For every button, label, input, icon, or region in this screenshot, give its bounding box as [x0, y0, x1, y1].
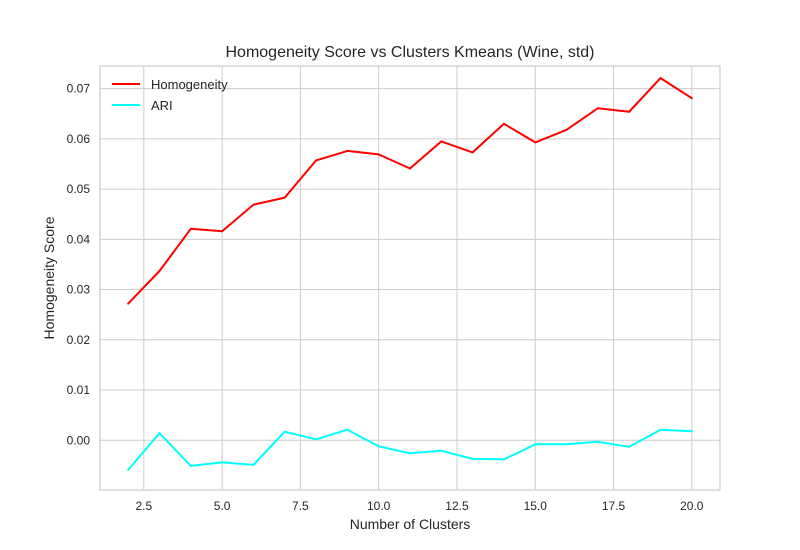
- data-point-homogeneity: [690, 97, 693, 100]
- plot-area: [99, 65, 721, 491]
- data-point-homogeneity: [127, 302, 130, 305]
- series-lines: [127, 77, 693, 471]
- data-point-homogeneity: [377, 153, 380, 156]
- data-point-ari: [502, 458, 505, 461]
- data-point-ari: [346, 428, 349, 431]
- data-point-ari: [440, 449, 443, 452]
- legend: Homogeneity ARI: [112, 77, 228, 113]
- data-point-ari: [565, 443, 568, 446]
- x-axis-label: Number of Clusters: [350, 516, 471, 532]
- x-ticks: 2.5 5.0 7.5 10.0 12.5 15.0 17.5 20.0: [135, 499, 703, 513]
- x-tick-label: 17.5: [602, 499, 626, 513]
- y-tick-label: 0.01: [67, 383, 91, 397]
- data-point-ari: [315, 438, 318, 441]
- y-ticks: 0.00 0.01 0.02 0.03 0.04 0.05 0.06 0.07: [67, 82, 91, 448]
- data-point-homogeneity: [158, 270, 161, 272]
- data-point-ari: [283, 430, 286, 433]
- data-point-homogeneity: [189, 227, 192, 230]
- data-point-ari: [628, 445, 631, 448]
- series-points-homogeneity: [127, 77, 693, 305]
- y-tick-label: 0.06: [67, 132, 91, 146]
- y-tick-label: 0.02: [67, 333, 91, 347]
- legend-label-ari: ARI: [151, 98, 173, 113]
- data-point-ari: [377, 445, 380, 448]
- data-point-ari: [252, 463, 255, 466]
- data-point-homogeneity: [659, 77, 662, 80]
- series-points-ari: [127, 428, 693, 471]
- data-point-homogeneity: [440, 140, 443, 143]
- x-tick-label: 10.0: [367, 499, 391, 513]
- y-tick-label: 0.03: [67, 283, 91, 297]
- data-point-homogeneity: [315, 159, 318, 162]
- x-tick-label: 7.5: [292, 499, 309, 513]
- data-point-ari: [471, 457, 474, 460]
- data-point-ari: [534, 443, 537, 446]
- x-tick-label: 20.0: [680, 499, 704, 513]
- data-point-homogeneity: [565, 128, 568, 131]
- data-point-ari: [158, 432, 161, 435]
- data-point-homogeneity: [221, 230, 224, 233]
- legend-label-homogeneity: Homogeneity: [151, 77, 228, 92]
- data-point-ari: [189, 464, 192, 467]
- data-point-homogeneity: [596, 107, 599, 110]
- data-point-homogeneity: [252, 203, 255, 206]
- x-tick-label: 15.0: [524, 499, 548, 513]
- y-tick-label: 0.05: [67, 182, 91, 196]
- data-point-homogeneity: [628, 110, 631, 113]
- chart-title: Homogeneity Score vs Clusters Kmeans (Wi…: [225, 44, 594, 61]
- grid: [100, 66, 720, 490]
- data-point-homogeneity: [346, 149, 349, 152]
- y-axis-label: Homogeneity Score: [41, 216, 57, 339]
- data-point-ari: [221, 461, 224, 464]
- x-tick-label: 2.5: [135, 499, 152, 513]
- data-point-ari: [659, 428, 662, 431]
- data-point-ari: [690, 430, 693, 433]
- data-point-homogeneity: [502, 122, 505, 125]
- data-point-homogeneity: [471, 151, 474, 154]
- x-tick-label: 12.5: [445, 499, 469, 513]
- data-point-homogeneity: [409, 167, 411, 170]
- data-point-homogeneity: [283, 196, 286, 199]
- data-point-ari: [409, 452, 411, 455]
- y-tick-label: 0.07: [67, 82, 91, 96]
- data-point-ari: [596, 440, 599, 443]
- y-tick-label: 0.04: [67, 232, 91, 246]
- y-tick-label: 0.00: [67, 433, 91, 447]
- x-tick-label: 5.0: [214, 499, 231, 513]
- data-point-ari: [127, 468, 130, 471]
- data-point-homogeneity: [534, 141, 537, 144]
